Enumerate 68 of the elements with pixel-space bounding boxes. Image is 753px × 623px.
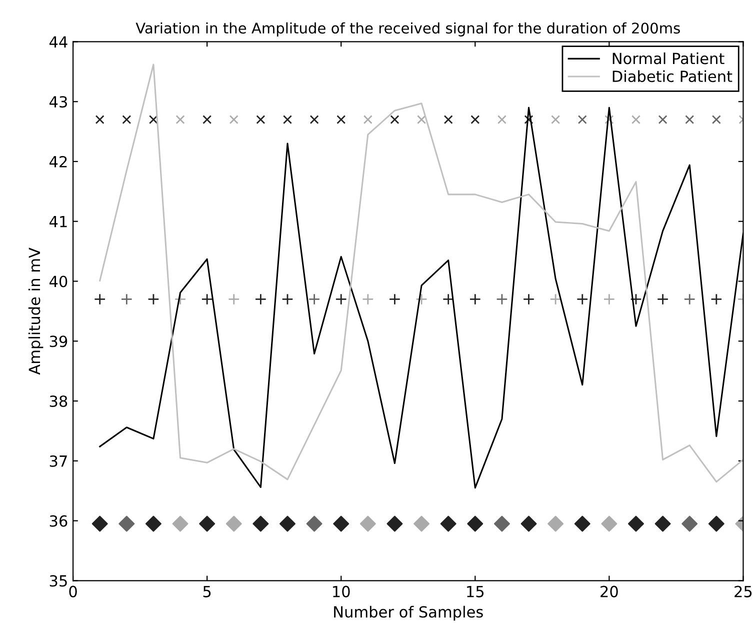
point xyxy=(148,293,160,306)
x-tick-label: 0 xyxy=(69,586,77,598)
y-tick-label: 38 xyxy=(50,395,68,408)
point xyxy=(335,293,347,306)
point xyxy=(658,115,668,124)
point xyxy=(254,293,267,306)
point xyxy=(388,293,401,306)
point xyxy=(336,115,346,124)
point xyxy=(631,115,640,124)
x-tick-label: 5 xyxy=(203,586,211,598)
point xyxy=(120,293,132,306)
point xyxy=(95,115,104,124)
point xyxy=(176,115,185,124)
y-tick-label: 43 xyxy=(49,96,67,108)
x-tick-label: 20 xyxy=(600,586,618,598)
point xyxy=(496,293,508,306)
point xyxy=(174,293,186,306)
point xyxy=(630,293,642,306)
point xyxy=(122,115,132,124)
point xyxy=(603,293,616,306)
point xyxy=(256,115,266,124)
point xyxy=(522,293,535,306)
point xyxy=(363,115,372,124)
x-axis-title: Number of Samples xyxy=(334,606,483,621)
point xyxy=(710,293,722,306)
point xyxy=(684,293,696,306)
point xyxy=(362,293,374,306)
point xyxy=(148,115,158,124)
chart-title: Variation in the Amplitude of the received signal for the duration of 200ms xyxy=(136,22,680,36)
legend-label: Diabetic Patient xyxy=(612,70,732,82)
point xyxy=(551,115,560,124)
x-tick-label: 15 xyxy=(467,586,484,598)
point xyxy=(656,293,669,306)
point xyxy=(308,293,320,306)
y-axis-title: Amplitude in mV xyxy=(28,248,44,375)
point xyxy=(497,115,506,124)
y-tick-label: 36 xyxy=(50,515,68,527)
point xyxy=(416,293,428,306)
point xyxy=(202,115,212,124)
point xyxy=(310,115,319,124)
y-tick-label: 41 xyxy=(49,216,67,228)
x-tick-label: 25 xyxy=(734,586,752,598)
y-tick-label: 40 xyxy=(49,276,68,288)
point xyxy=(712,115,721,124)
point xyxy=(229,115,238,124)
point xyxy=(524,115,534,124)
point xyxy=(228,293,240,306)
point xyxy=(282,293,294,306)
point xyxy=(282,115,292,124)
legend-label: Normal Patient xyxy=(612,52,724,64)
point xyxy=(550,293,562,306)
point xyxy=(470,115,480,124)
point xyxy=(604,115,614,124)
y-tick-label: 44 xyxy=(49,36,68,48)
point xyxy=(576,293,588,306)
y-tick-label: 37 xyxy=(50,455,67,467)
point xyxy=(444,115,453,124)
point xyxy=(578,115,587,124)
point xyxy=(417,115,426,124)
point xyxy=(685,115,694,124)
point xyxy=(469,293,481,306)
y-tick-label: 42 xyxy=(49,156,67,168)
point xyxy=(390,115,400,124)
y-tick-label: 35 xyxy=(50,575,67,587)
point xyxy=(94,293,106,306)
point xyxy=(201,293,213,306)
x-tick-label: 10 xyxy=(333,586,350,598)
y-tick-label: 39 xyxy=(50,336,68,348)
